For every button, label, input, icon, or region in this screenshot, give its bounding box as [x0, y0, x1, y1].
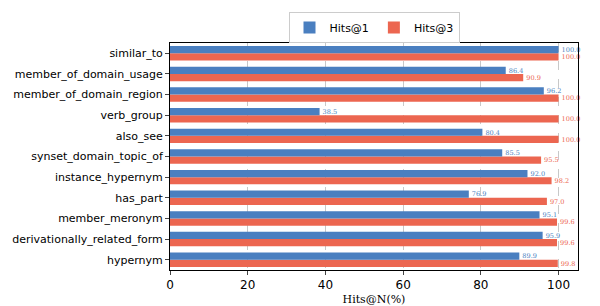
svg-text:40: 40: [318, 278, 333, 292]
svg-text:similar_to: similar_to: [109, 47, 163, 60]
svg-text:100.0: 100.0: [562, 46, 581, 54]
svg-text:99.6: 99.6: [560, 239, 575, 247]
svg-text:86.4: 86.4: [509, 67, 524, 75]
svg-text:90.9: 90.9: [526, 74, 541, 82]
svg-text:100.0: 100.0: [562, 94, 581, 102]
svg-text:derivationally_related_form: derivationally_related_form: [12, 233, 163, 246]
svg-text:60: 60: [395, 278, 410, 292]
svg-text:96.2: 96.2: [547, 87, 562, 95]
svg-text:85.5: 85.5: [505, 149, 520, 157]
svg-text:Hits@N(%): Hits@N(%): [343, 293, 406, 306]
svg-text:20: 20: [240, 278, 255, 292]
svg-text:100: 100: [547, 278, 570, 292]
svg-text:member_meronym: member_meronym: [58, 212, 163, 225]
svg-text:also_see: also_see: [116, 130, 163, 143]
svg-text:synset_domain_topic_of: synset_domain_topic_of: [31, 150, 164, 163]
svg-text:member_of_domain_region: member_of_domain_region: [13, 88, 163, 101]
svg-text:80.4: 80.4: [485, 129, 500, 137]
svg-text:92.0: 92.0: [530, 170, 545, 178]
svg-text:80: 80: [473, 278, 488, 292]
svg-text:95.1: 95.1: [543, 211, 558, 219]
svg-text:99.8: 99.8: [561, 260, 576, 268]
svg-text:95.5: 95.5: [544, 156, 559, 164]
svg-text:Hits@1: Hits@1: [330, 22, 369, 35]
svg-text:hypernym: hypernym: [107, 254, 163, 267]
svg-text:89.9: 89.9: [522, 252, 537, 260]
svg-text:97.0: 97.0: [550, 198, 565, 206]
svg-text:76.9: 76.9: [472, 190, 487, 198]
svg-text:member_of_domain_usage: member_of_domain_usage: [15, 68, 163, 81]
svg-text:100.0: 100.0: [562, 136, 581, 144]
svg-text:95.9: 95.9: [546, 232, 561, 240]
svg-text:100.0: 100.0: [562, 115, 581, 123]
svg-text:38.5: 38.5: [323, 108, 338, 116]
svg-text:100.0: 100.0: [562, 53, 581, 61]
svg-text:98.2: 98.2: [555, 177, 570, 185]
svg-text:verb_group: verb_group: [101, 109, 163, 122]
svg-text:Hits@3: Hits@3: [414, 22, 453, 35]
svg-text:0: 0: [166, 278, 174, 292]
svg-text:instance_hypernym: instance_hypernym: [55, 171, 163, 184]
svg-text:99.6: 99.6: [560, 218, 575, 226]
svg-text:has_part: has_part: [115, 192, 163, 205]
